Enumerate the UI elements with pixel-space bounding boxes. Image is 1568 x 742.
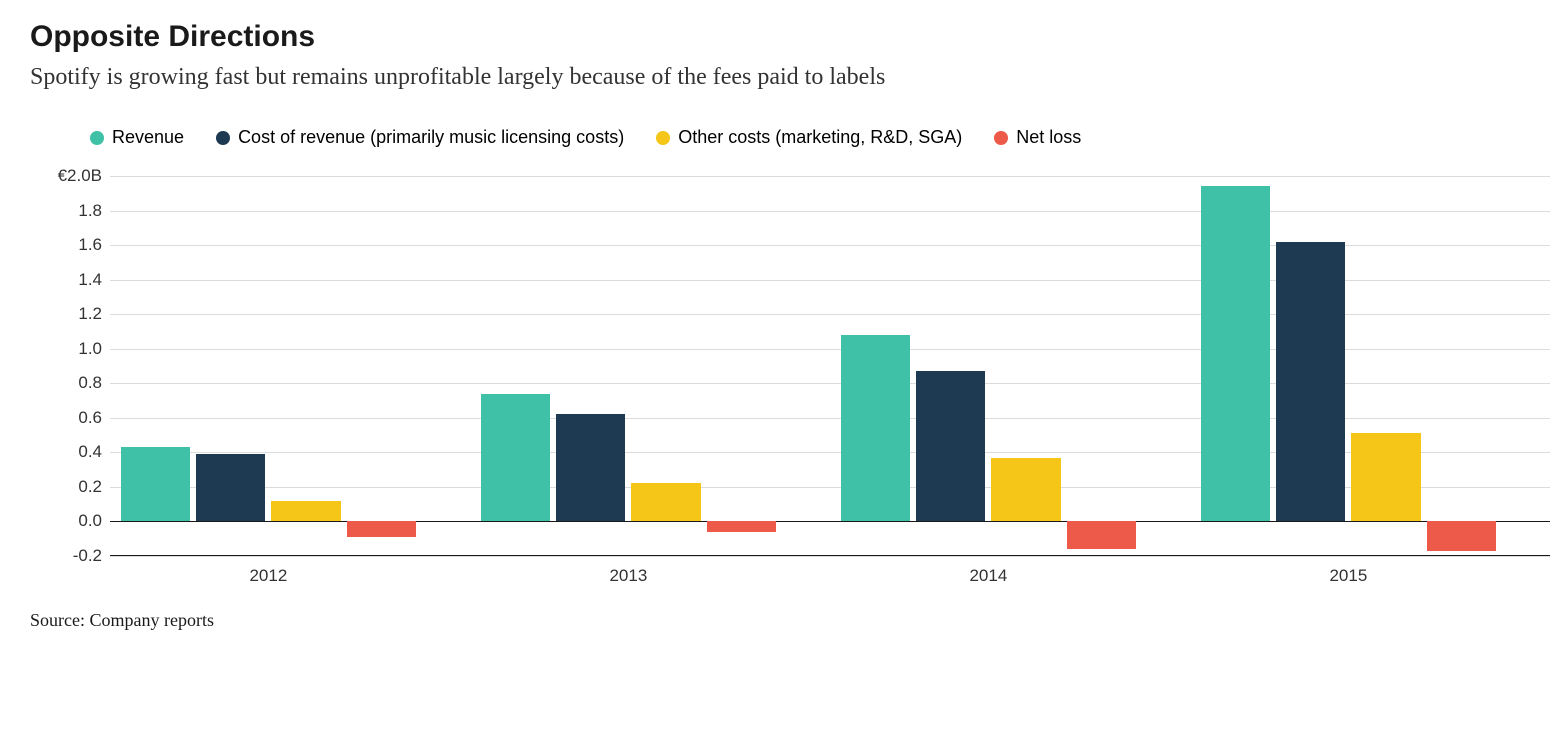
x-axis: 2012 2013 2014 2015	[110, 556, 1550, 592]
y-tick-label: 0.4	[78, 442, 102, 462]
legend-label: Other costs (marketing, R&D, SGA)	[678, 127, 962, 148]
bar-other_costs	[1351, 433, 1420, 521]
bar-revenue	[481, 394, 550, 522]
bar-revenue	[841, 335, 910, 522]
gridline	[110, 176, 1550, 177]
y-tick-label: 1.4	[78, 270, 102, 290]
y-tick-label: 0.6	[78, 408, 102, 428]
legend-label: Net loss	[1016, 127, 1081, 148]
bar-net_loss	[347, 521, 416, 537]
gridline	[110, 211, 1550, 212]
plot-area	[110, 176, 1550, 556]
bar-cost_of_revenue	[916, 371, 985, 521]
chart-title: Opposite Directions	[30, 20, 1538, 54]
zero-line	[110, 521, 1550, 522]
bar-cost_of_revenue	[556, 414, 625, 521]
bar-other_costs	[271, 501, 340, 522]
legend: Revenue Cost of revenue (primarily music …	[90, 127, 1538, 148]
y-tick-label: 1.2	[78, 304, 102, 324]
legend-label: Revenue	[112, 127, 184, 148]
y-tick-label: €2.0B	[58, 166, 102, 186]
y-tick-label: -0.2	[73, 546, 102, 566]
legend-item-cost_of_revenue: Cost of revenue (primarily music licensi…	[216, 127, 624, 148]
y-tick-label: 1.8	[78, 201, 102, 221]
x-tick-label: 2012	[249, 566, 287, 586]
y-tick-label: 0.2	[78, 477, 102, 497]
legend-dot-icon	[90, 131, 104, 145]
legend-item-other_costs: Other costs (marketing, R&D, SGA)	[656, 127, 962, 148]
y-tick-label: 0.8	[78, 373, 102, 393]
source-text: Source: Company reports	[30, 610, 1538, 631]
chart-subtitle: Spotify is growing fast but remains unpr…	[30, 64, 1538, 91]
x-tick-label: 2015	[1329, 566, 1367, 586]
bar-net_loss	[1427, 521, 1496, 550]
x-tick-label: 2013	[609, 566, 647, 586]
legend-dot-icon	[994, 131, 1008, 145]
y-tick-label: 0.0	[78, 511, 102, 531]
legend-item-net_loss: Net loss	[994, 127, 1081, 148]
legend-label: Cost of revenue (primarily music licensi…	[238, 127, 624, 148]
bar-net_loss	[707, 521, 776, 531]
y-tick-label: 1.0	[78, 339, 102, 359]
chart: €2.0B1.81.61.41.21.00.80.60.40.20.0-0.2 …	[50, 176, 1538, 592]
legend-item-revenue: Revenue	[90, 127, 184, 148]
legend-dot-icon	[656, 131, 670, 145]
bar-revenue	[121, 447, 190, 521]
bar-other_costs	[631, 483, 700, 521]
bar-other_costs	[991, 458, 1060, 522]
y-tick-label: 1.6	[78, 235, 102, 255]
bar-net_loss	[1067, 521, 1136, 549]
bar-cost_of_revenue	[196, 454, 265, 521]
legend-dot-icon	[216, 131, 230, 145]
y-axis: €2.0B1.81.61.41.21.00.80.60.40.20.0-0.2	[50, 176, 110, 556]
bar-revenue	[1201, 186, 1270, 521]
bar-cost_of_revenue	[1276, 242, 1345, 522]
x-tick-label: 2014	[969, 566, 1007, 586]
